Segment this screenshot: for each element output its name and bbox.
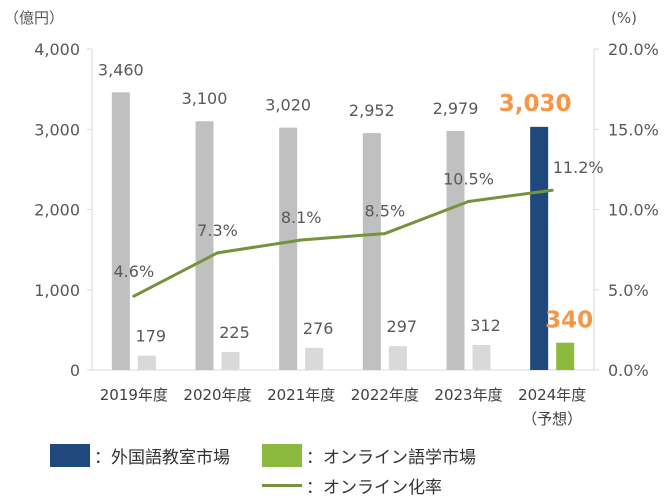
bar-online (388, 346, 407, 370)
y-right-tick-label: 20.0% (608, 40, 659, 59)
y-left-tick-label: 0 (70, 361, 80, 380)
y-left-tick-label: 1,000 (34, 281, 80, 300)
bar-classroom (362, 133, 381, 370)
bar-online-value-label: 340 (545, 308, 593, 334)
rate-point (216, 251, 219, 255)
bar-classroom (111, 92, 130, 371)
rate-value-label: 8.5% (365, 202, 406, 221)
bar-online (221, 351, 240, 370)
bar-classroom-value-label: 3,030 (499, 91, 572, 117)
bar-classroom (530, 126, 549, 370)
x-tick-label: 2020年度 (183, 386, 251, 404)
bar-online-value-label: 276 (303, 319, 334, 338)
bar-online (137, 355, 156, 370)
y-right-tick-label: 10.0% (608, 201, 659, 220)
legend-label-online: ：オンライン語学市場 (306, 448, 476, 468)
rate-point (132, 294, 136, 298)
rate-value-label: 10.5% (443, 169, 494, 188)
rate-point (383, 232, 387, 236)
bar-classroom-value-label: 2,979 (433, 99, 479, 118)
bar-classroom-value-label: 3,100 (182, 89, 228, 108)
y-left-tick-label: 2,000 (34, 201, 80, 220)
x-tick-label: 2023年度 (434, 386, 502, 404)
x-tick-label: 2021年度 (267, 386, 335, 404)
rate-point (299, 238, 303, 242)
y-right-tick-label: 15.0% (608, 120, 659, 139)
legend-item-rate: ：オンライン化率 (262, 473, 442, 498)
bar-classroom-value-label: 2,952 (349, 101, 395, 120)
bar-online-value-label: 297 (387, 317, 418, 336)
rate-point (550, 188, 554, 192)
bar-online-value-label: 312 (470, 316, 501, 335)
rate-point (467, 199, 470, 203)
legend-item-online: ：オンライン語学市場 (262, 443, 476, 468)
rate-value-label: 8.1% (281, 208, 322, 227)
x-tick-label: 2022年度 (351, 386, 419, 404)
bar-online-value-label: 179 (136, 327, 167, 346)
bar-online (556, 342, 575, 370)
bar-classroom-value-label: 3,460 (98, 60, 144, 79)
x-tick-label: 2019年度 (100, 386, 168, 404)
rate-value-label: 11.2% (553, 158, 604, 177)
rate-value-label: 4.6% (114, 262, 155, 281)
legend: ：外国語教室市場 ：オンライン語学市場 ：オンライン化率 (50, 443, 650, 499)
legend-swatch-online (262, 444, 302, 467)
legend-swatch-classroom (50, 444, 90, 467)
bar-classroom (279, 127, 298, 371)
rate-line (133, 188, 553, 298)
legend-item-classroom: ：外国語教室市場 (50, 443, 230, 468)
chart: 0 1,000 2,000 3,000 4,000 0.0% 5.0% 10.0% 15.0% 2… (4, 9, 659, 428)
bar-classroom (195, 121, 214, 370)
y-left-tick-label: 3,000 (34, 120, 80, 139)
bar-online-value-label: 225 (219, 323, 250, 342)
x-tick-label: 2024年度 (518, 386, 586, 404)
y-right-tick-label: 0.0% (608, 361, 649, 380)
legend-label-classroom: ：外国語教室市場 (94, 448, 230, 468)
bar-classroom (446, 130, 465, 370)
legend-line-rate (262, 484, 302, 487)
y-right-tick-label: 5.0% (608, 281, 649, 300)
y-right-unit-label: (%) (611, 9, 637, 27)
y-left-unit-label: （億円） (4, 9, 64, 27)
rate-value-label: 7.3% (197, 221, 238, 240)
bar-online (472, 344, 491, 370)
bar-classroom-value-label: 3,020 (265, 96, 311, 115)
bar-online (305, 347, 324, 370)
y-left-tick-label: 4,000 (34, 40, 80, 59)
legend-label-rate: ：オンライン化率 (306, 478, 442, 498)
x-tick-note: （予想） (522, 410, 582, 428)
